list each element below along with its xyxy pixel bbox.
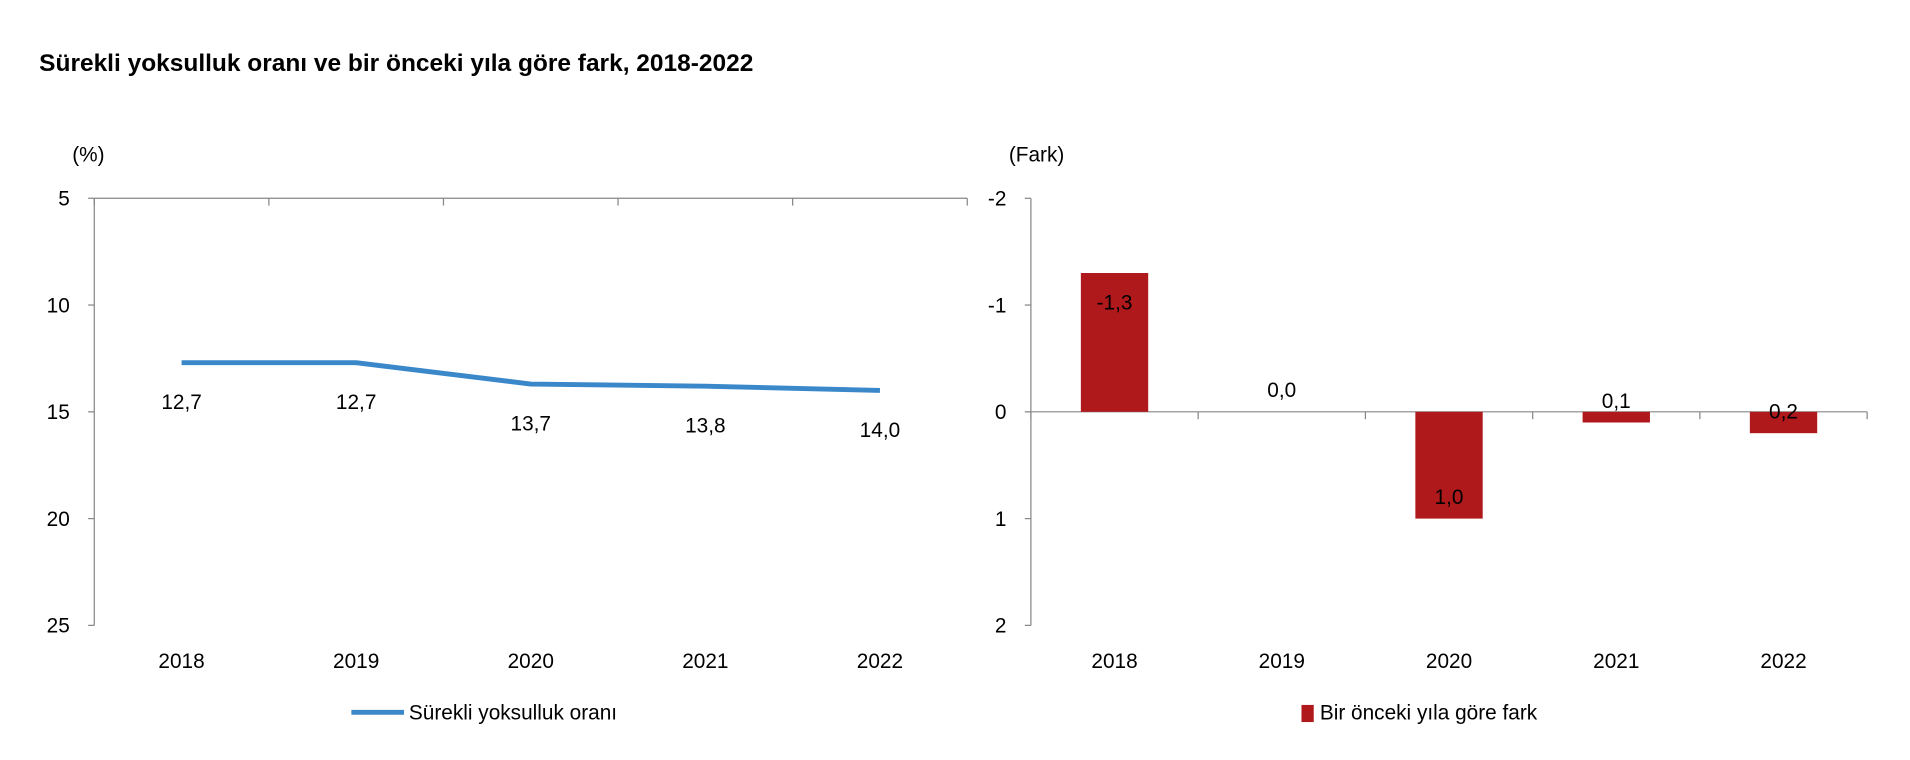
x-tick-label: 2020	[508, 650, 554, 673]
bar-chart: (Fark)-2 -1 0 1 2 2018 2019 2020 2021 2022 -1,3 0,0…	[988, 144, 1868, 725]
data-label: 14,0	[860, 419, 900, 442]
y-axis-label: (%)	[72, 144, 104, 167]
y-axis-label: (Fark)	[1009, 144, 1064, 167]
data-label: 0,0	[1267, 379, 1296, 402]
x-tick-label: 2021	[1593, 650, 1639, 673]
data-label: 0,1	[1602, 390, 1631, 413]
x-tick-label: 2019	[1259, 650, 1305, 673]
y-tick-label: -2	[988, 188, 1007, 211]
y-tick-label: 15	[47, 401, 70, 424]
data-label: -1,3	[1097, 292, 1133, 315]
bar	[1749, 411, 1818, 434]
data-label: 12,7	[161, 391, 201, 414]
data-label: 0,2	[1769, 400, 1798, 423]
bar	[1080, 273, 1149, 412]
bar	[1582, 411, 1650, 423]
y-tick-label: 10	[47, 294, 70, 317]
x-tick-label: 2018	[158, 650, 204, 673]
data-label: 1,0	[1435, 486, 1464, 509]
x-tick-label: 2020	[1426, 650, 1472, 673]
x-tick-label: 2021	[682, 650, 728, 673]
data-label: 12,7	[336, 391, 376, 414]
y-tick-label: 1	[995, 508, 1007, 531]
y-tick-label: 25	[47, 615, 70, 638]
y-tick-label: -1	[988, 294, 1007, 317]
series-line	[181, 360, 881, 393]
y-tick-label: 0	[995, 401, 1007, 424]
x-tick-label: 2019	[333, 650, 379, 673]
bar	[1415, 411, 1483, 519]
data-label: 13,7	[511, 413, 551, 436]
legend-label: Bir önceki yıla göre fark	[1320, 702, 1538, 725]
legend-label: Sürekli yoksulluk oranı	[409, 702, 617, 725]
x-tick-label: 2022	[1760, 650, 1806, 673]
x-tick-label: 2018	[1091, 650, 1137, 673]
line-chart: (%)5 10 15 20 25 2018 2019 2020 2021 2022 12,7 12,7…	[47, 144, 968, 725]
legend-square-icon	[1301, 704, 1314, 723]
x-tick-label: 2022	[857, 650, 903, 673]
chart-title: Sürekli yoksulluk oranı ve bir önceki yı…	[39, 50, 753, 77]
y-tick-label: 2	[995, 615, 1007, 638]
data-label: 13,8	[685, 415, 725, 438]
y-tick-label: 20	[47, 508, 70, 531]
y-tick-label: 5	[58, 188, 70, 211]
